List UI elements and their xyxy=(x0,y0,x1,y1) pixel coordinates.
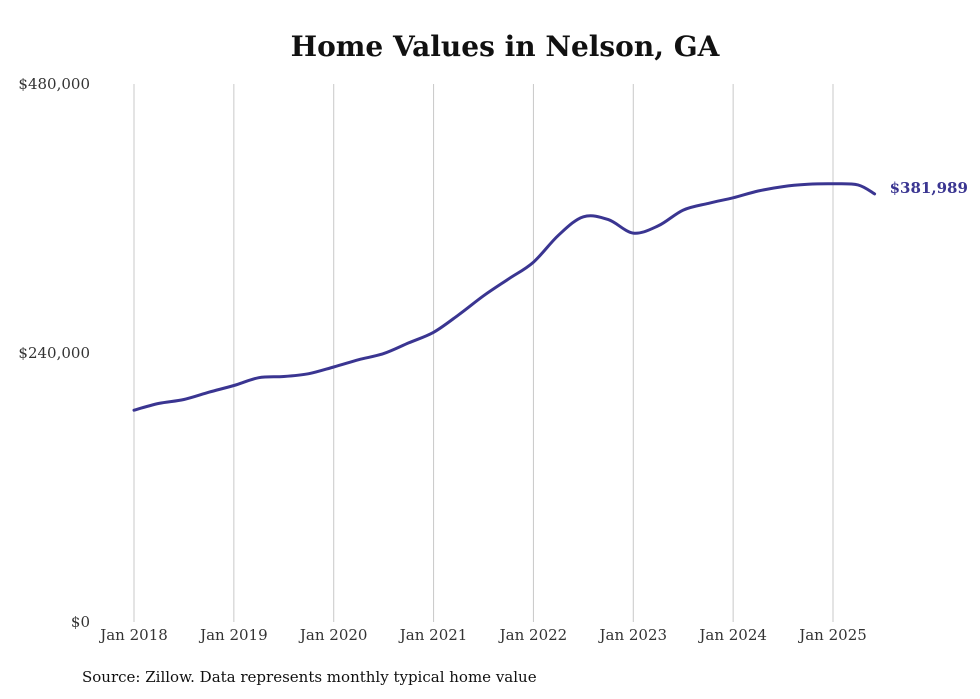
x-tick-label: Jan 2022 xyxy=(498,626,568,644)
x-axis-ticks: Jan 2018 Jan 2019 Jan 2020 Jan 2021 Jan 2022… xyxy=(98,626,867,644)
x-tick-label: Jan 2018 xyxy=(98,626,168,644)
x-tick-label: Jan 2020 xyxy=(298,626,368,644)
y-tick-label: $0 xyxy=(71,613,90,631)
x-tick-label: Jan 2019 xyxy=(198,626,268,644)
x-tick-label: Jan 2025 xyxy=(797,626,867,644)
x-tick-label: Jan 2024 xyxy=(697,626,767,644)
y-axis-ticks: $0 $240,000 $480,000 xyxy=(18,75,90,631)
y-tick-label: $480,000 xyxy=(18,75,90,93)
series-line xyxy=(132,182,877,412)
x-tick-label: Jan 2023 xyxy=(598,626,668,644)
y-tick-label: $240,000 xyxy=(18,344,90,362)
gridlines xyxy=(133,84,834,622)
x-tick-label: Jan 2021 xyxy=(398,626,468,644)
chart-title: Home Values in Nelson, GA xyxy=(290,30,720,63)
source-note: Source: Zillow. Data represents monthly … xyxy=(82,668,537,686)
end-value-label: $381,989 xyxy=(890,179,968,197)
